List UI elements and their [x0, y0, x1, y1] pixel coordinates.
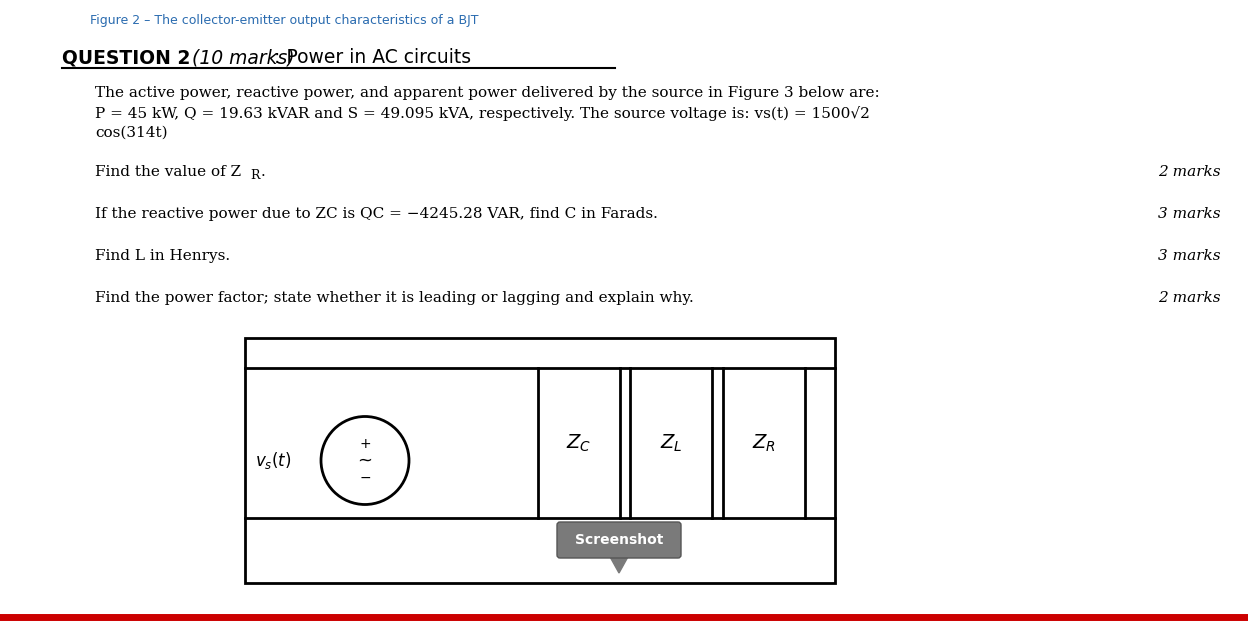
Text: 3 marks: 3 marks [1158, 207, 1221, 221]
Text: 3 marks: 3 marks [1158, 249, 1221, 263]
Text: $Z_L$: $Z_L$ [660, 432, 683, 454]
Text: Figure 2 – The collector-emitter output characteristics of a BJT: Figure 2 – The collector-emitter output … [90, 14, 478, 27]
Polygon shape [609, 555, 629, 573]
Text: 2 marks: 2 marks [1158, 291, 1221, 305]
Text: $Z_C$: $Z_C$ [567, 432, 592, 454]
Text: 2 marks: 2 marks [1158, 165, 1221, 179]
Text: P = 45 kW, Q = 19.63 kVAR and S = 49.095 kVA, respectively. The source voltage i: P = 45 kW, Q = 19.63 kVAR and S = 49.095… [95, 106, 870, 121]
Text: $Z_R$: $Z_R$ [753, 432, 776, 454]
Text: : Power in AC circuits: : Power in AC circuits [275, 48, 472, 67]
Bar [723, 368, 805, 518]
Text: Screenshot: Screenshot [575, 533, 663, 547]
Text: (10 marks): (10 marks) [192, 48, 295, 67]
Text: +: + [359, 437, 371, 450]
Text: The active power, reactive power, and apparent power delivered by the source in : The active power, reactive power, and ap… [95, 86, 880, 100]
Text: Find the value of Z: Find the value of Z [95, 165, 241, 179]
Text: ~: ~ [357, 451, 372, 469]
Bar [245, 338, 835, 583]
Bar [538, 368, 620, 518]
Text: cos(314t): cos(314t) [95, 126, 167, 140]
Text: R: R [250, 169, 260, 182]
Text: $v_s(t)$: $v_s(t)$ [255, 450, 291, 471]
Text: QUESTION 2: QUESTION 2 [62, 48, 197, 67]
Bar [630, 368, 713, 518]
Text: .: . [261, 165, 266, 179]
Text: Find L in Henrys.: Find L in Henrys. [95, 249, 230, 263]
Text: If the reactive power due to ZC is QC = −4245.28 VAR, find C in Farads.: If the reactive power due to ZC is QC = … [95, 207, 658, 221]
Text: Find the power factor; state whether it is leading or lagging and explain why.: Find the power factor; state whether it … [95, 291, 694, 305]
Text: −: − [359, 471, 371, 484]
FancyBboxPatch shape [557, 522, 681, 558]
